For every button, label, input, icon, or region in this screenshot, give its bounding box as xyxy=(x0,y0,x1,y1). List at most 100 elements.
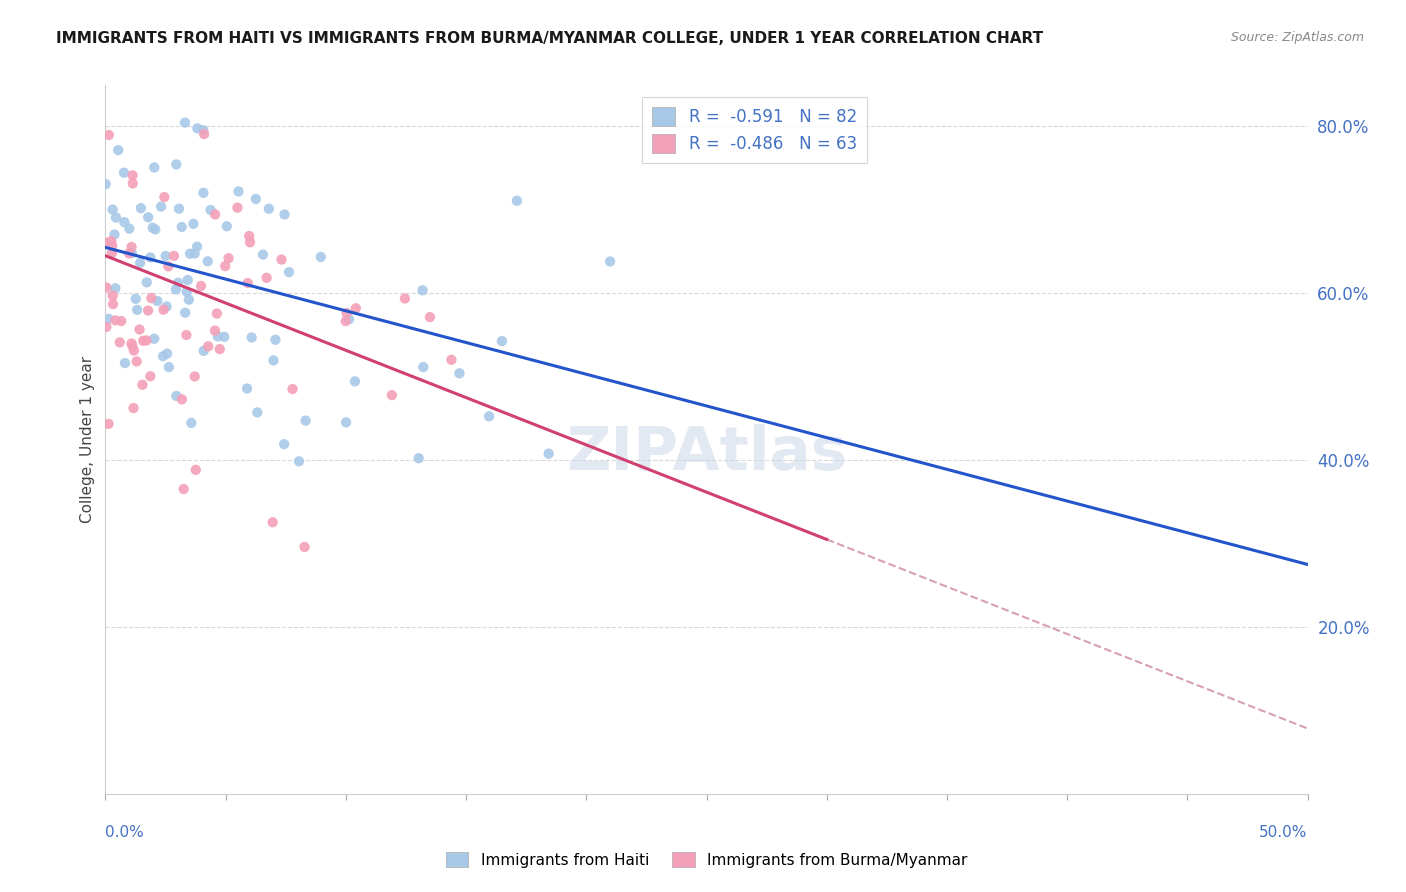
Point xyxy=(336,306,359,320)
Point xyxy=(118,221,141,235)
Point xyxy=(121,177,143,191)
Point xyxy=(256,270,278,285)
Point xyxy=(245,192,267,206)
Point xyxy=(208,342,231,356)
Point xyxy=(197,254,219,268)
Point xyxy=(204,324,226,338)
Point xyxy=(176,285,198,299)
Point xyxy=(143,161,166,175)
Point xyxy=(157,360,180,375)
Point xyxy=(394,292,416,306)
Point xyxy=(193,186,215,200)
Point xyxy=(506,194,529,208)
Point xyxy=(173,482,195,496)
Point xyxy=(163,249,186,263)
Point xyxy=(238,229,260,244)
Point xyxy=(419,310,441,325)
Point xyxy=(294,540,316,554)
Point xyxy=(381,388,404,402)
Point xyxy=(174,115,197,129)
Point xyxy=(103,227,125,242)
Point xyxy=(156,300,179,314)
Point xyxy=(214,259,236,273)
Point xyxy=(108,335,131,350)
Point xyxy=(170,392,193,407)
Point xyxy=(176,273,198,287)
Point xyxy=(193,123,215,137)
Point xyxy=(207,329,229,343)
Point xyxy=(270,252,292,267)
Point xyxy=(294,414,316,428)
Point xyxy=(94,235,117,250)
Point xyxy=(183,246,205,260)
Point xyxy=(104,313,127,327)
Point xyxy=(125,354,148,368)
Point xyxy=(132,334,155,348)
Point xyxy=(478,409,501,424)
Point xyxy=(262,353,284,368)
Point xyxy=(142,220,165,235)
Point xyxy=(212,330,235,344)
Point xyxy=(135,276,157,290)
Point xyxy=(599,254,621,268)
Point xyxy=(343,375,366,389)
Point xyxy=(136,303,159,318)
Point xyxy=(177,293,200,307)
Point xyxy=(155,249,177,263)
Point xyxy=(197,339,219,353)
Point xyxy=(264,333,287,347)
Point xyxy=(537,447,560,461)
Legend: R =  -0.591   N = 82, R =  -0.486   N = 63: R = -0.591 N = 82, R = -0.486 N = 63 xyxy=(643,96,868,163)
Point xyxy=(273,207,295,221)
Point xyxy=(139,369,162,384)
Point xyxy=(96,319,118,334)
Point xyxy=(491,334,513,348)
Point xyxy=(112,166,135,180)
Point xyxy=(118,246,141,260)
Point xyxy=(174,306,197,320)
Point xyxy=(122,401,145,415)
Point xyxy=(146,293,169,308)
Point xyxy=(122,343,145,358)
Point xyxy=(176,328,198,343)
Point xyxy=(412,359,434,374)
Point xyxy=(226,201,249,215)
Point xyxy=(141,291,163,305)
Point xyxy=(193,127,215,141)
Point xyxy=(107,143,129,157)
Point xyxy=(179,246,201,260)
Point xyxy=(183,369,205,384)
Point xyxy=(143,222,166,236)
Point xyxy=(121,339,143,353)
Point xyxy=(97,128,120,142)
Point xyxy=(228,185,250,199)
Point xyxy=(101,239,124,253)
Point xyxy=(262,515,284,529)
Point xyxy=(246,405,269,419)
Point xyxy=(240,330,263,344)
Point xyxy=(273,437,295,451)
Point xyxy=(257,202,280,216)
Point xyxy=(186,121,208,136)
Point xyxy=(97,311,120,326)
Point xyxy=(236,382,259,396)
Point xyxy=(281,382,304,396)
Point xyxy=(200,202,222,217)
Point xyxy=(165,157,187,171)
Point xyxy=(288,454,311,468)
Point xyxy=(97,417,120,431)
Point xyxy=(449,367,471,381)
Point xyxy=(110,314,132,328)
Point xyxy=(440,352,463,367)
Point xyxy=(129,256,152,270)
Point xyxy=(190,279,212,293)
Point xyxy=(104,281,127,295)
Point xyxy=(344,301,367,316)
Point xyxy=(121,169,143,183)
Point xyxy=(167,202,190,216)
Point xyxy=(218,251,240,265)
Point xyxy=(127,302,149,317)
Point xyxy=(184,463,207,477)
Text: 0.0%: 0.0% xyxy=(105,825,145,839)
Point xyxy=(335,314,357,328)
